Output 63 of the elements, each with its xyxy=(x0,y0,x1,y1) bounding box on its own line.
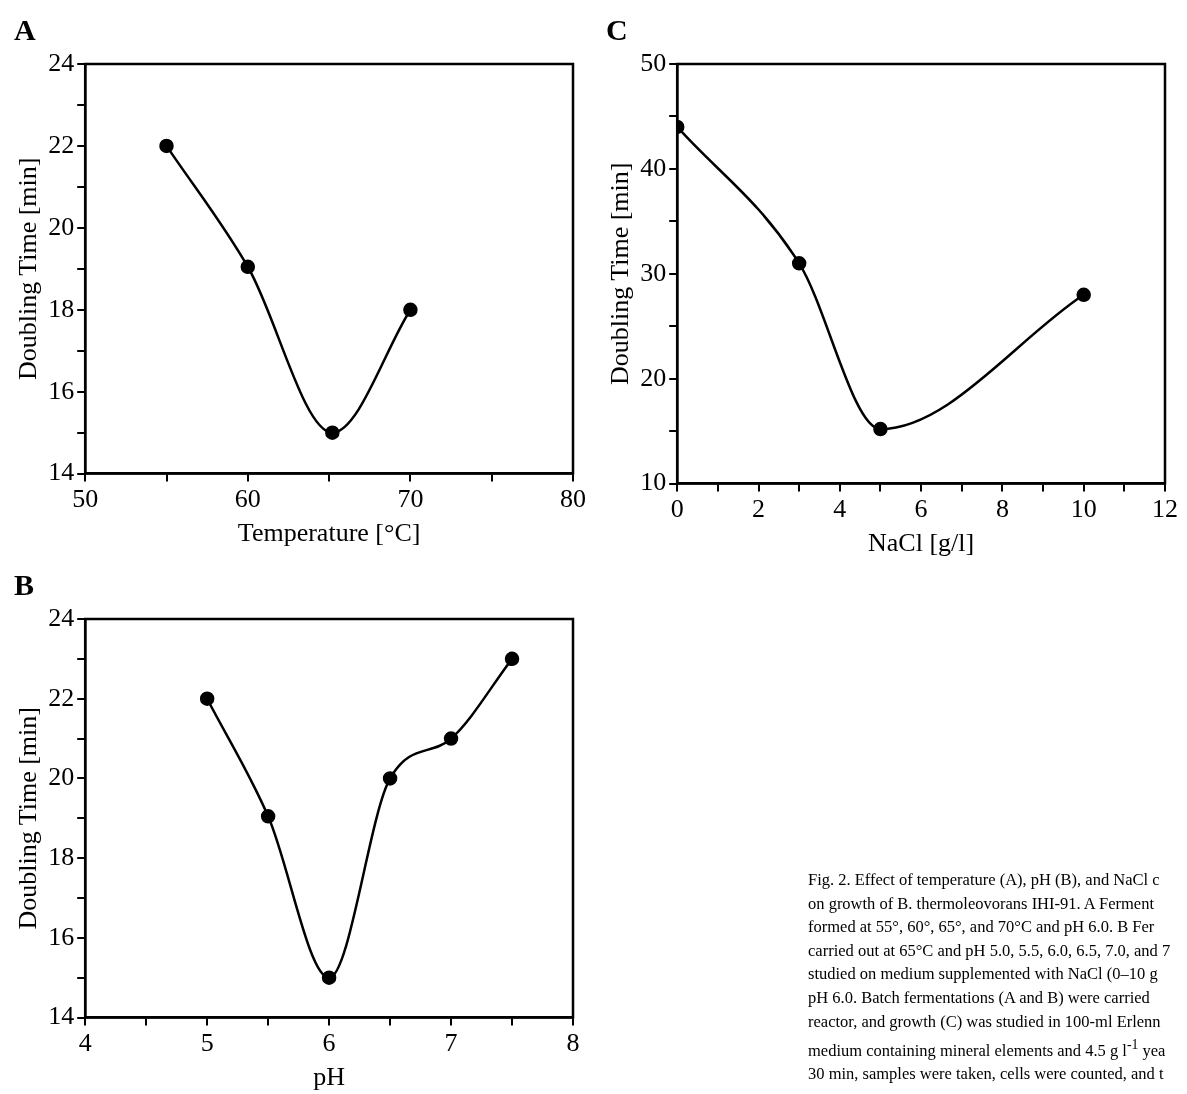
x-tick-label: 80 xyxy=(560,484,586,514)
y-tick-label: 20 xyxy=(640,362,667,392)
x-tick-label: 4 xyxy=(833,494,847,524)
y-tick-label: 16 xyxy=(48,375,75,405)
y-tick-label: 18 xyxy=(48,293,75,323)
y-tick-label: 24 xyxy=(48,602,75,632)
point xyxy=(504,651,520,667)
x-tick-label: 6 xyxy=(322,1028,336,1058)
x-tick-label: 4 xyxy=(78,1028,92,1058)
chart-title: C xyxy=(606,12,628,46)
y-tick-label: 22 xyxy=(48,682,75,712)
x-tick-label: 2 xyxy=(752,494,765,524)
y-tick-label: 14 xyxy=(48,457,75,487)
x-tick-label: 8 xyxy=(995,494,1009,524)
y-tick-label: 18 xyxy=(48,841,75,871)
x-tick-label: 60 xyxy=(234,484,261,514)
point xyxy=(1076,287,1091,303)
x-axis-title: pH xyxy=(313,1062,346,1092)
x-tick-label: 6 xyxy=(914,494,928,524)
y-axis-title: Doubling Time [min] xyxy=(13,707,43,930)
text: carried out at 65°C and pH 5.0, 5.5, 6.0, 6.5, 7.0, and 7 xyxy=(808,939,1171,962)
point xyxy=(159,138,174,154)
text: on growth of B. thermoleovorans IHI-91. A Ferment xyxy=(808,892,1155,915)
chart-title: B xyxy=(14,567,35,601)
point xyxy=(321,970,337,985)
text: pH 6.0. Batch fermentations (A and B) were carried xyxy=(808,986,1151,1009)
x-tick-label: 50 xyxy=(72,484,99,514)
y-tick-label: 22 xyxy=(48,129,75,159)
point xyxy=(260,809,276,824)
y-axis-title: Doubling Time [min] xyxy=(13,157,43,381)
x-tick-label: 8 xyxy=(566,1028,580,1058)
y-tick-label: 14 xyxy=(48,1001,75,1031)
x-axis-title: NaCl [g/l] xyxy=(868,528,975,558)
x-tick-label: 0 xyxy=(670,494,684,524)
x-axis-title: Temperature [°C] xyxy=(237,518,421,548)
point xyxy=(403,302,418,318)
chart-title: A xyxy=(14,12,36,46)
y-tick-label: 30 xyxy=(640,257,667,287)
x-tick-label: 5 xyxy=(200,1028,214,1058)
y-axis-title: Doubling Time [min] xyxy=(605,162,635,386)
y-tick-label: 16 xyxy=(48,921,75,951)
point xyxy=(199,691,215,706)
x-tick-label: 70 xyxy=(397,484,424,514)
y-tick-label: 20 xyxy=(48,211,75,241)
point xyxy=(382,771,398,786)
y-tick-label: 40 xyxy=(640,152,667,182)
x-tick-label: 7 xyxy=(444,1028,458,1058)
y-tick-label: 50 xyxy=(640,47,667,77)
y-tick-label: 24 xyxy=(48,47,75,77)
x-tick-label: 12 xyxy=(1152,494,1178,524)
point xyxy=(873,421,888,437)
text: 30 min, samples were taken, cells were counted, and t xyxy=(808,1063,1165,1086)
point xyxy=(791,256,807,271)
point xyxy=(443,731,459,746)
text: medium containing mineral elements and 4.5 g l$^{-1}$ yea xyxy=(808,1036,1167,1062)
point xyxy=(240,259,256,274)
x-tick-label: 10 xyxy=(1070,494,1097,524)
y-tick-label: 20 xyxy=(48,762,75,792)
text: studied on medium supplemented with NaCl (0–10 g xyxy=(808,963,1159,986)
caption: Fig. 2. Effect of temperature (A), pH (B), and NaCl c xyxy=(808,869,1161,891)
text: reactor, and growth (C) was studied in 100-ml Erlenn xyxy=(808,1010,1162,1033)
text: formed at 55°, 60°, 65°, and 70°C and pH 6.0. B Fer xyxy=(808,916,1156,939)
point xyxy=(325,425,340,440)
